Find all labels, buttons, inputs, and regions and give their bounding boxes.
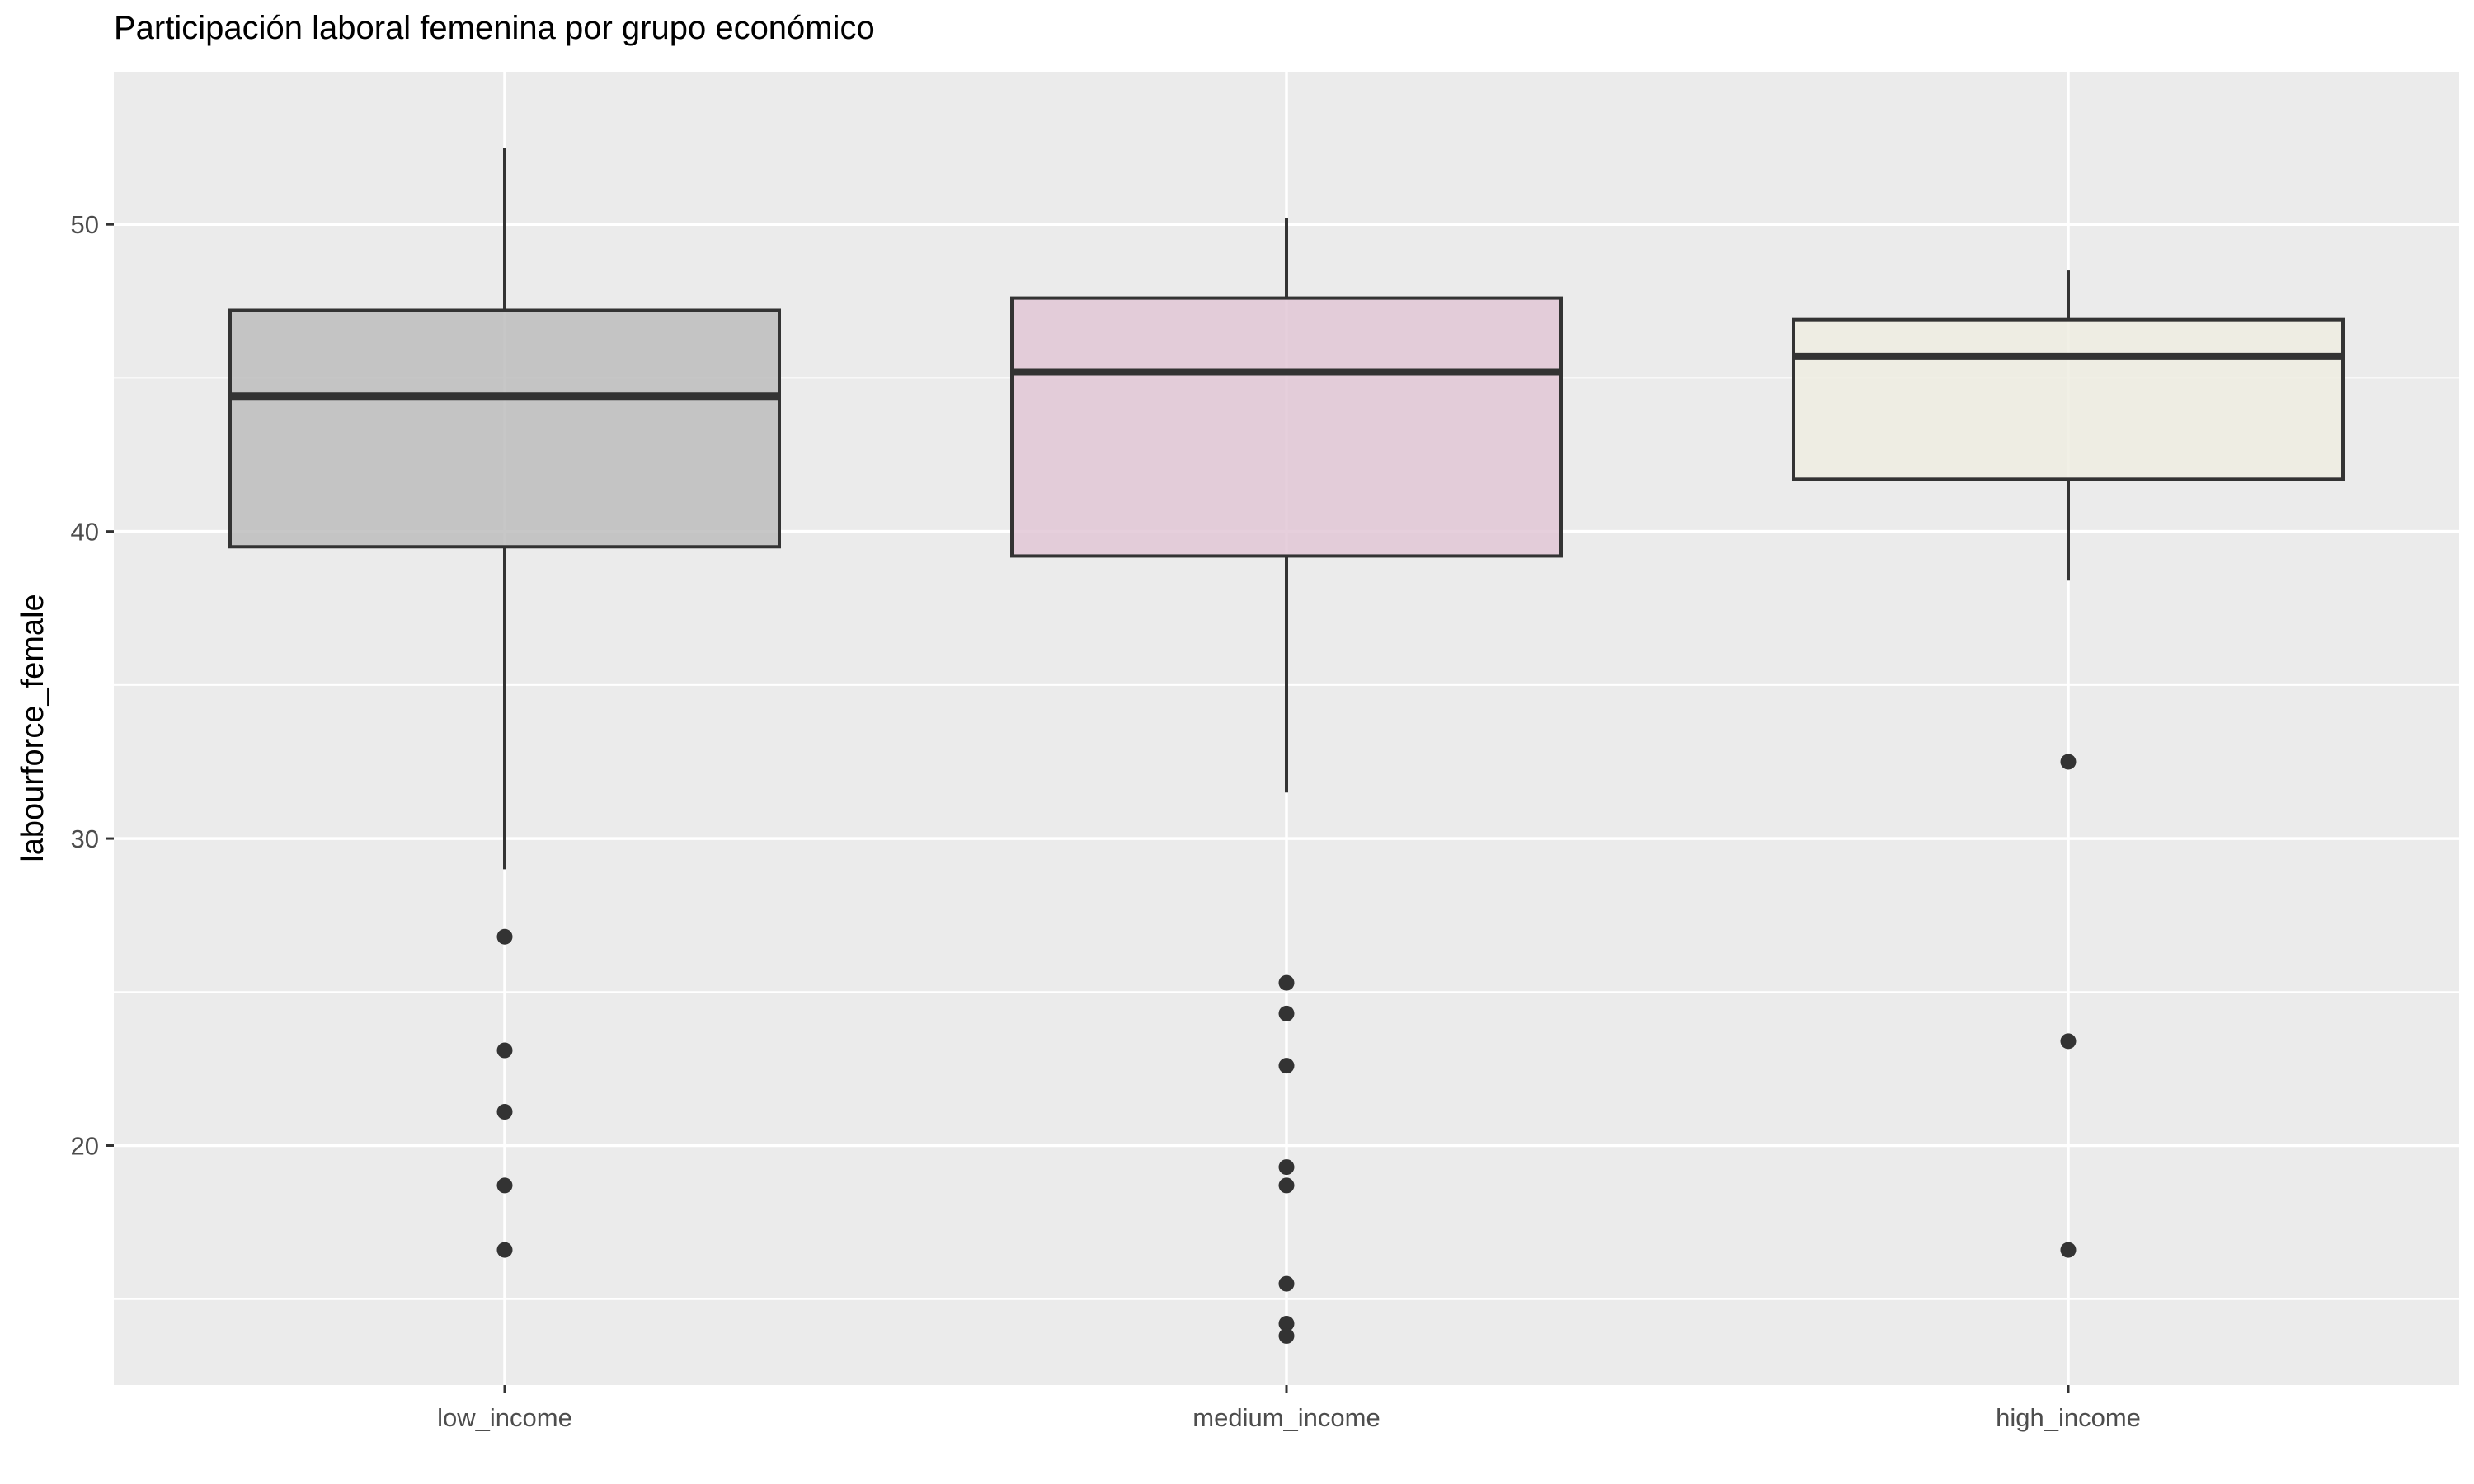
x-tick-label: high_income bbox=[1996, 1403, 2141, 1432]
x-tick-label: low_income bbox=[437, 1403, 572, 1432]
outlier-point bbox=[496, 1104, 513, 1120]
y-tick-label: 50 bbox=[71, 210, 99, 239]
y-tick-label: 30 bbox=[71, 824, 99, 853]
outlier-point bbox=[496, 928, 513, 945]
axes: 20 30 40 50 low_income medium_income high_inco… bbox=[71, 210, 2141, 1432]
outlier-point bbox=[1278, 1275, 1295, 1292]
x-tick-label: medium_income bbox=[1192, 1403, 1380, 1432]
outlier-point bbox=[2060, 754, 2077, 770]
outlier-point bbox=[2060, 1033, 2077, 1050]
outlier-point bbox=[1278, 1159, 1295, 1176]
outlier-point bbox=[1278, 1177, 1295, 1194]
outlier-point bbox=[1278, 1005, 1295, 1021]
outlier-point bbox=[496, 1042, 513, 1059]
box-medium_income bbox=[1010, 218, 1563, 793]
y-tick-label: 20 bbox=[71, 1132, 99, 1161]
outlier-point bbox=[1278, 1327, 1295, 1344]
outlier-point bbox=[1278, 974, 1295, 991]
outlier-point bbox=[496, 1242, 513, 1258]
box-low_income bbox=[228, 148, 781, 870]
box-series bbox=[228, 148, 2345, 870]
outlier-points bbox=[496, 754, 2077, 1344]
outlier-point bbox=[2060, 1242, 2077, 1258]
outlier-point bbox=[1278, 1316, 1295, 1332]
outlier-point bbox=[1278, 1058, 1295, 1074]
outlier-point bbox=[496, 1177, 513, 1194]
box-iqr bbox=[1010, 296, 1563, 558]
y-tick-label: 40 bbox=[71, 518, 99, 547]
chart-title: Participación laboral femenina por grupo… bbox=[114, 10, 875, 46]
box-high_income bbox=[1792, 270, 2345, 581]
box-iqr bbox=[228, 308, 781, 549]
y-axis-title: labourforce_female bbox=[16, 594, 50, 862]
box-iqr bbox=[1792, 317, 2345, 481]
